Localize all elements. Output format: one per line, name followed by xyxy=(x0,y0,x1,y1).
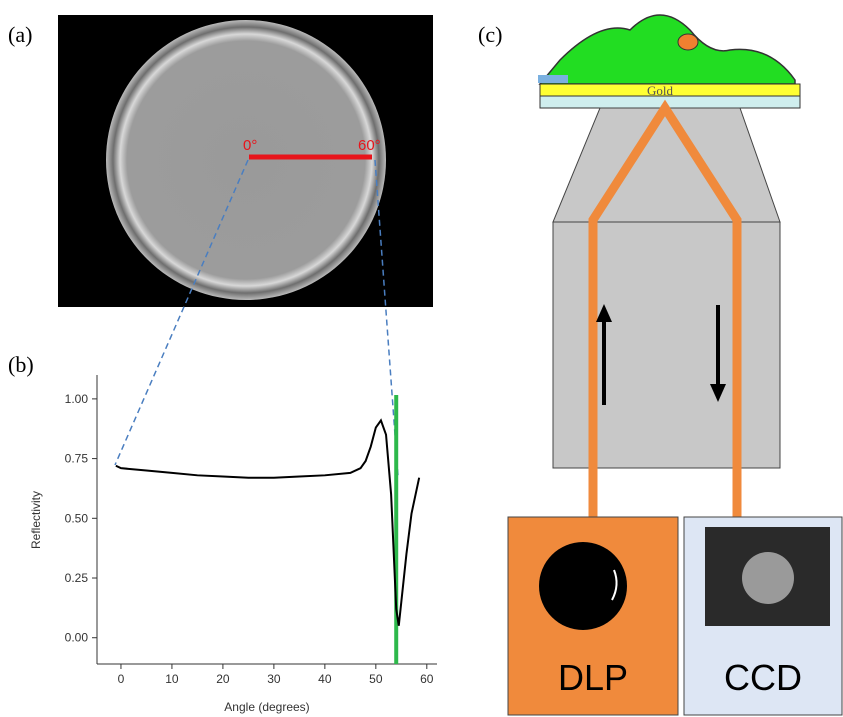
arrow-head xyxy=(596,304,612,322)
dlp-arc xyxy=(611,569,618,601)
sensor-disk xyxy=(106,20,386,300)
reflectivity-line xyxy=(115,418,421,626)
prism xyxy=(552,107,781,223)
glass xyxy=(539,95,801,109)
x-tick-label: 10 xyxy=(165,672,179,686)
x-tick-label: 0 xyxy=(118,672,125,686)
y-axis-title: Reflectivity xyxy=(29,491,43,549)
angle-label: 60° xyxy=(358,137,381,154)
ccd-cell xyxy=(742,552,794,604)
panel-label: (b) xyxy=(8,352,34,377)
x-tick-label: 30 xyxy=(267,672,281,686)
y-tick-label: 0.00 xyxy=(65,631,89,645)
gold-label: Gold xyxy=(647,83,674,98)
y-tick-label: 0.25 xyxy=(65,571,89,585)
x-tick-label: 60 xyxy=(420,672,434,686)
y-tick-label: 0.75 xyxy=(65,452,89,466)
x-tick-label: 40 xyxy=(318,672,332,686)
arrow-head xyxy=(710,384,726,402)
nucleus xyxy=(677,33,699,51)
x-tick-label: 20 xyxy=(216,672,230,686)
cell xyxy=(538,14,796,85)
x-axis-title: Angle (degrees) xyxy=(224,700,309,714)
chart: Reflectivity Angle (degrees) 0.00 0.25 0.5… xyxy=(29,375,437,714)
detector-label: DLP xyxy=(558,657,628,698)
medium xyxy=(538,75,568,83)
detector-label: CCD xyxy=(724,657,802,698)
panel-label: (c) xyxy=(478,22,502,47)
connector xyxy=(374,159,399,477)
x-tick-label: 50 xyxy=(369,672,383,686)
y-tick-label: 0.50 xyxy=(65,511,89,525)
light-path xyxy=(588,99,742,517)
y-tick-label: 1.00 xyxy=(65,392,89,406)
panel-label: (a) xyxy=(8,22,32,47)
dlp-pattern xyxy=(539,542,627,630)
objective xyxy=(552,221,781,469)
connector xyxy=(114,159,249,466)
angle-label: 0° xyxy=(243,137,257,154)
